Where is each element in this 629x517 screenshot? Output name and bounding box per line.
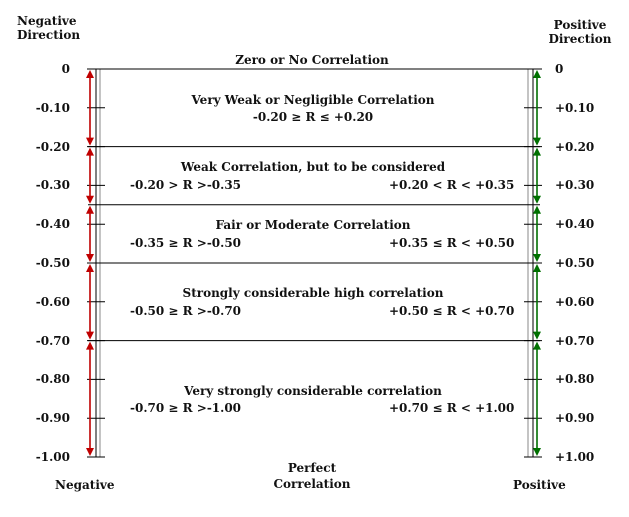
perfect-correlation-line2: Correlation (273, 477, 351, 491)
negative-range-arrow (86, 70, 94, 146)
left-tick-label: -0.70 (35, 333, 70, 348)
positive-range-arrow-head-down (533, 448, 541, 456)
band-very-weak-title: Very Weak or Negligible Correlation (191, 93, 435, 107)
range-arrows (86, 70, 541, 456)
negative-range-arrow-head-up (86, 205, 94, 214)
right-tick-label: +0.70 (555, 333, 595, 348)
positive-range-arrow-head-up (533, 264, 541, 272)
right-tick-label: +0.40 (555, 217, 595, 232)
right-tick-label: 0 (555, 62, 564, 76)
positive-range-arrow-head-up (533, 341, 541, 350)
positive-direction-title: Positive Direction (548, 18, 612, 46)
positive-range-arrow-head-down (533, 331, 541, 340)
band-moderate-negative-range: -0.35 ≥ R >-0.50 (130, 236, 242, 250)
band-very-strong-positive-range: +0.70 ≤ R < +1.00 (389, 401, 515, 415)
band-very-strong-title: Very strongly considerable correlation (184, 384, 442, 398)
left-tick-label: -0.90 (35, 411, 70, 426)
right-tick-label: +1.00 (555, 450, 595, 464)
negative-range-arrow (86, 341, 94, 456)
positive-range-arrow-head-down (533, 137, 541, 146)
right-tick-label: +0.20 (555, 139, 595, 154)
negative-range-arrow-head-down (86, 195, 94, 204)
right-tick-label: +0.90 (555, 411, 595, 426)
band-very-weak-range: -0.20 ≥ R ≤ +0.20 (252, 110, 374, 124)
left-tick-label: -1.00 (35, 450, 70, 464)
left-tick-label: -0.20 (35, 139, 70, 154)
positive-bottom-label: Positive (513, 478, 566, 492)
positive-range-arrow (533, 147, 541, 204)
left-tick-label: -0.60 (35, 294, 70, 309)
right-tick-label: +0.80 (555, 372, 595, 387)
negative-direction-title-line1: Negative (17, 14, 77, 28)
band-strong-negative-range: -0.50 ≥ R >-0.70 (130, 304, 242, 318)
perfect-correlation-line1: Perfect (287, 461, 337, 475)
band-very-strong-negative-range: -0.70 ≥ R >-1.00 (130, 401, 242, 415)
negative-range-arrow-head-up (86, 70, 94, 78)
left-tick-label: -0.30 (35, 178, 70, 193)
right-tick-label: +0.60 (555, 294, 595, 309)
negative-range-arrow-head-down (86, 331, 94, 340)
positive-range-arrow-head-up (533, 70, 541, 78)
positive-direction-title-line1: Positive (553, 18, 607, 32)
negative-bottom-label: Negative (55, 478, 115, 492)
band-moderate-title: Fair or Moderate Correlation (215, 218, 411, 232)
positive-range-arrow-head-down (533, 254, 541, 262)
positive-range-arrow (533, 205, 541, 262)
perfect-correlation-label: Perfect Correlation (262, 461, 362, 491)
positive-range-arrow-head-up (533, 205, 541, 214)
band-strong-title: Strongly considerable high correlation (182, 286, 444, 300)
negative-range-arrow-head-down (86, 137, 94, 146)
negative-range-arrow-head-up (86, 341, 94, 350)
right-tick-label: +0.50 (555, 256, 595, 270)
band-moderate-positive-range: +0.35 ≤ R < +0.50 (389, 236, 515, 250)
band-weak-negative-range: -0.20 > R >-0.35 (130, 178, 242, 192)
left-tick-label: -0.80 (35, 372, 70, 387)
right-tick-label: +0.30 (555, 178, 595, 193)
positive-range-arrow-head-up (533, 147, 541, 156)
negative-range-arrow-head-down (86, 254, 94, 262)
left-tick-label: -0.40 (35, 217, 70, 232)
zero-correlation-label: Zero or No Correlation (235, 53, 389, 67)
positive-range-arrow (533, 341, 541, 456)
positive-range-arrow (533, 264, 541, 340)
negative-range-arrow-head-down (86, 448, 94, 456)
negative-range-arrow (86, 205, 94, 262)
left-tick-label: -0.50 (35, 256, 70, 270)
positive-range-arrow-head-down (533, 195, 541, 204)
band-weak-title: Weak Correlation, but to be considered (180, 160, 446, 174)
negative-range-arrow (86, 264, 94, 340)
negative-range-arrow-head-up (86, 264, 94, 272)
left-tick-label: -0.10 (35, 100, 70, 115)
negative-direction-title: Negative Direction (17, 14, 80, 42)
band-separators (88, 146, 540, 342)
right-tick-label: +0.10 (555, 100, 595, 115)
negative-direction-title-line2: Direction (17, 28, 81, 42)
left-tick-label: 0 (61, 62, 70, 76)
band-weak-positive-range: +0.20 < R < +0.35 (389, 178, 515, 192)
positive-direction-title-line2: Direction (548, 32, 612, 46)
band-strong-positive-range: +0.50 ≤ R < +0.70 (389, 304, 515, 318)
negative-range-arrow-head-up (86, 147, 94, 156)
negative-range-arrow (86, 147, 94, 204)
positive-range-arrow (533, 70, 541, 146)
